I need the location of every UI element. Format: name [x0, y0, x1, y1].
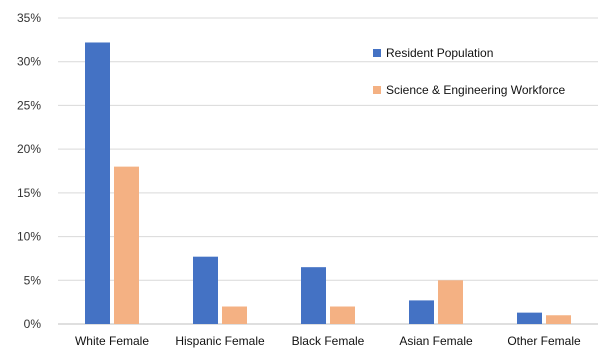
legend-label: Resident Population — [386, 46, 493, 60]
y-tick-label: 10% — [17, 230, 41, 244]
x-category-label: Asian Female — [399, 334, 473, 348]
y-axis-tick-labels: 0% 5% 10% 15% 20% 25% 30% 35% — [17, 11, 41, 331]
x-category-label: Other Female — [507, 334, 581, 348]
y-tick-label: 15% — [17, 186, 41, 200]
bar-se-workforce-0 — [114, 166, 139, 324]
bar-resident-population-3 — [409, 300, 434, 324]
legend-swatch — [373, 49, 381, 57]
x-category-label: Black Female — [292, 334, 365, 348]
bar-se-workforce-2 — [330, 306, 355, 324]
legend-swatch — [373, 86, 381, 94]
bar-resident-population-0 — [85, 42, 110, 324]
bar-se-workforce-3 — [438, 280, 463, 324]
x-category-label: White Female — [75, 334, 149, 348]
bar-se-workforce-4 — [546, 315, 571, 324]
bar-se-workforce-1 — [222, 306, 247, 324]
gridlines — [58, 17, 598, 325]
y-tick-label: 20% — [17, 142, 41, 156]
y-tick-label: 35% — [17, 11, 41, 25]
y-tick-label: 30% — [17, 55, 41, 69]
x-category-label: Hispanic Female — [175, 334, 265, 348]
legend-label: Science & Engineering Workforce — [386, 83, 566, 97]
legend: Resident Population Science & Engineering… — [373, 46, 566, 97]
y-tick-label: 25% — [17, 98, 41, 112]
bar-resident-population-2 — [301, 267, 326, 324]
y-tick-label: 5% — [24, 273, 42, 287]
bar-resident-population-4 — [517, 312, 542, 324]
bar-resident-population-1 — [193, 256, 218, 324]
x-axis-category-labels: White Female Hispanic Female Black Female A… — [75, 334, 581, 348]
y-tick-label: 0% — [24, 317, 42, 331]
bars — [85, 42, 571, 324]
